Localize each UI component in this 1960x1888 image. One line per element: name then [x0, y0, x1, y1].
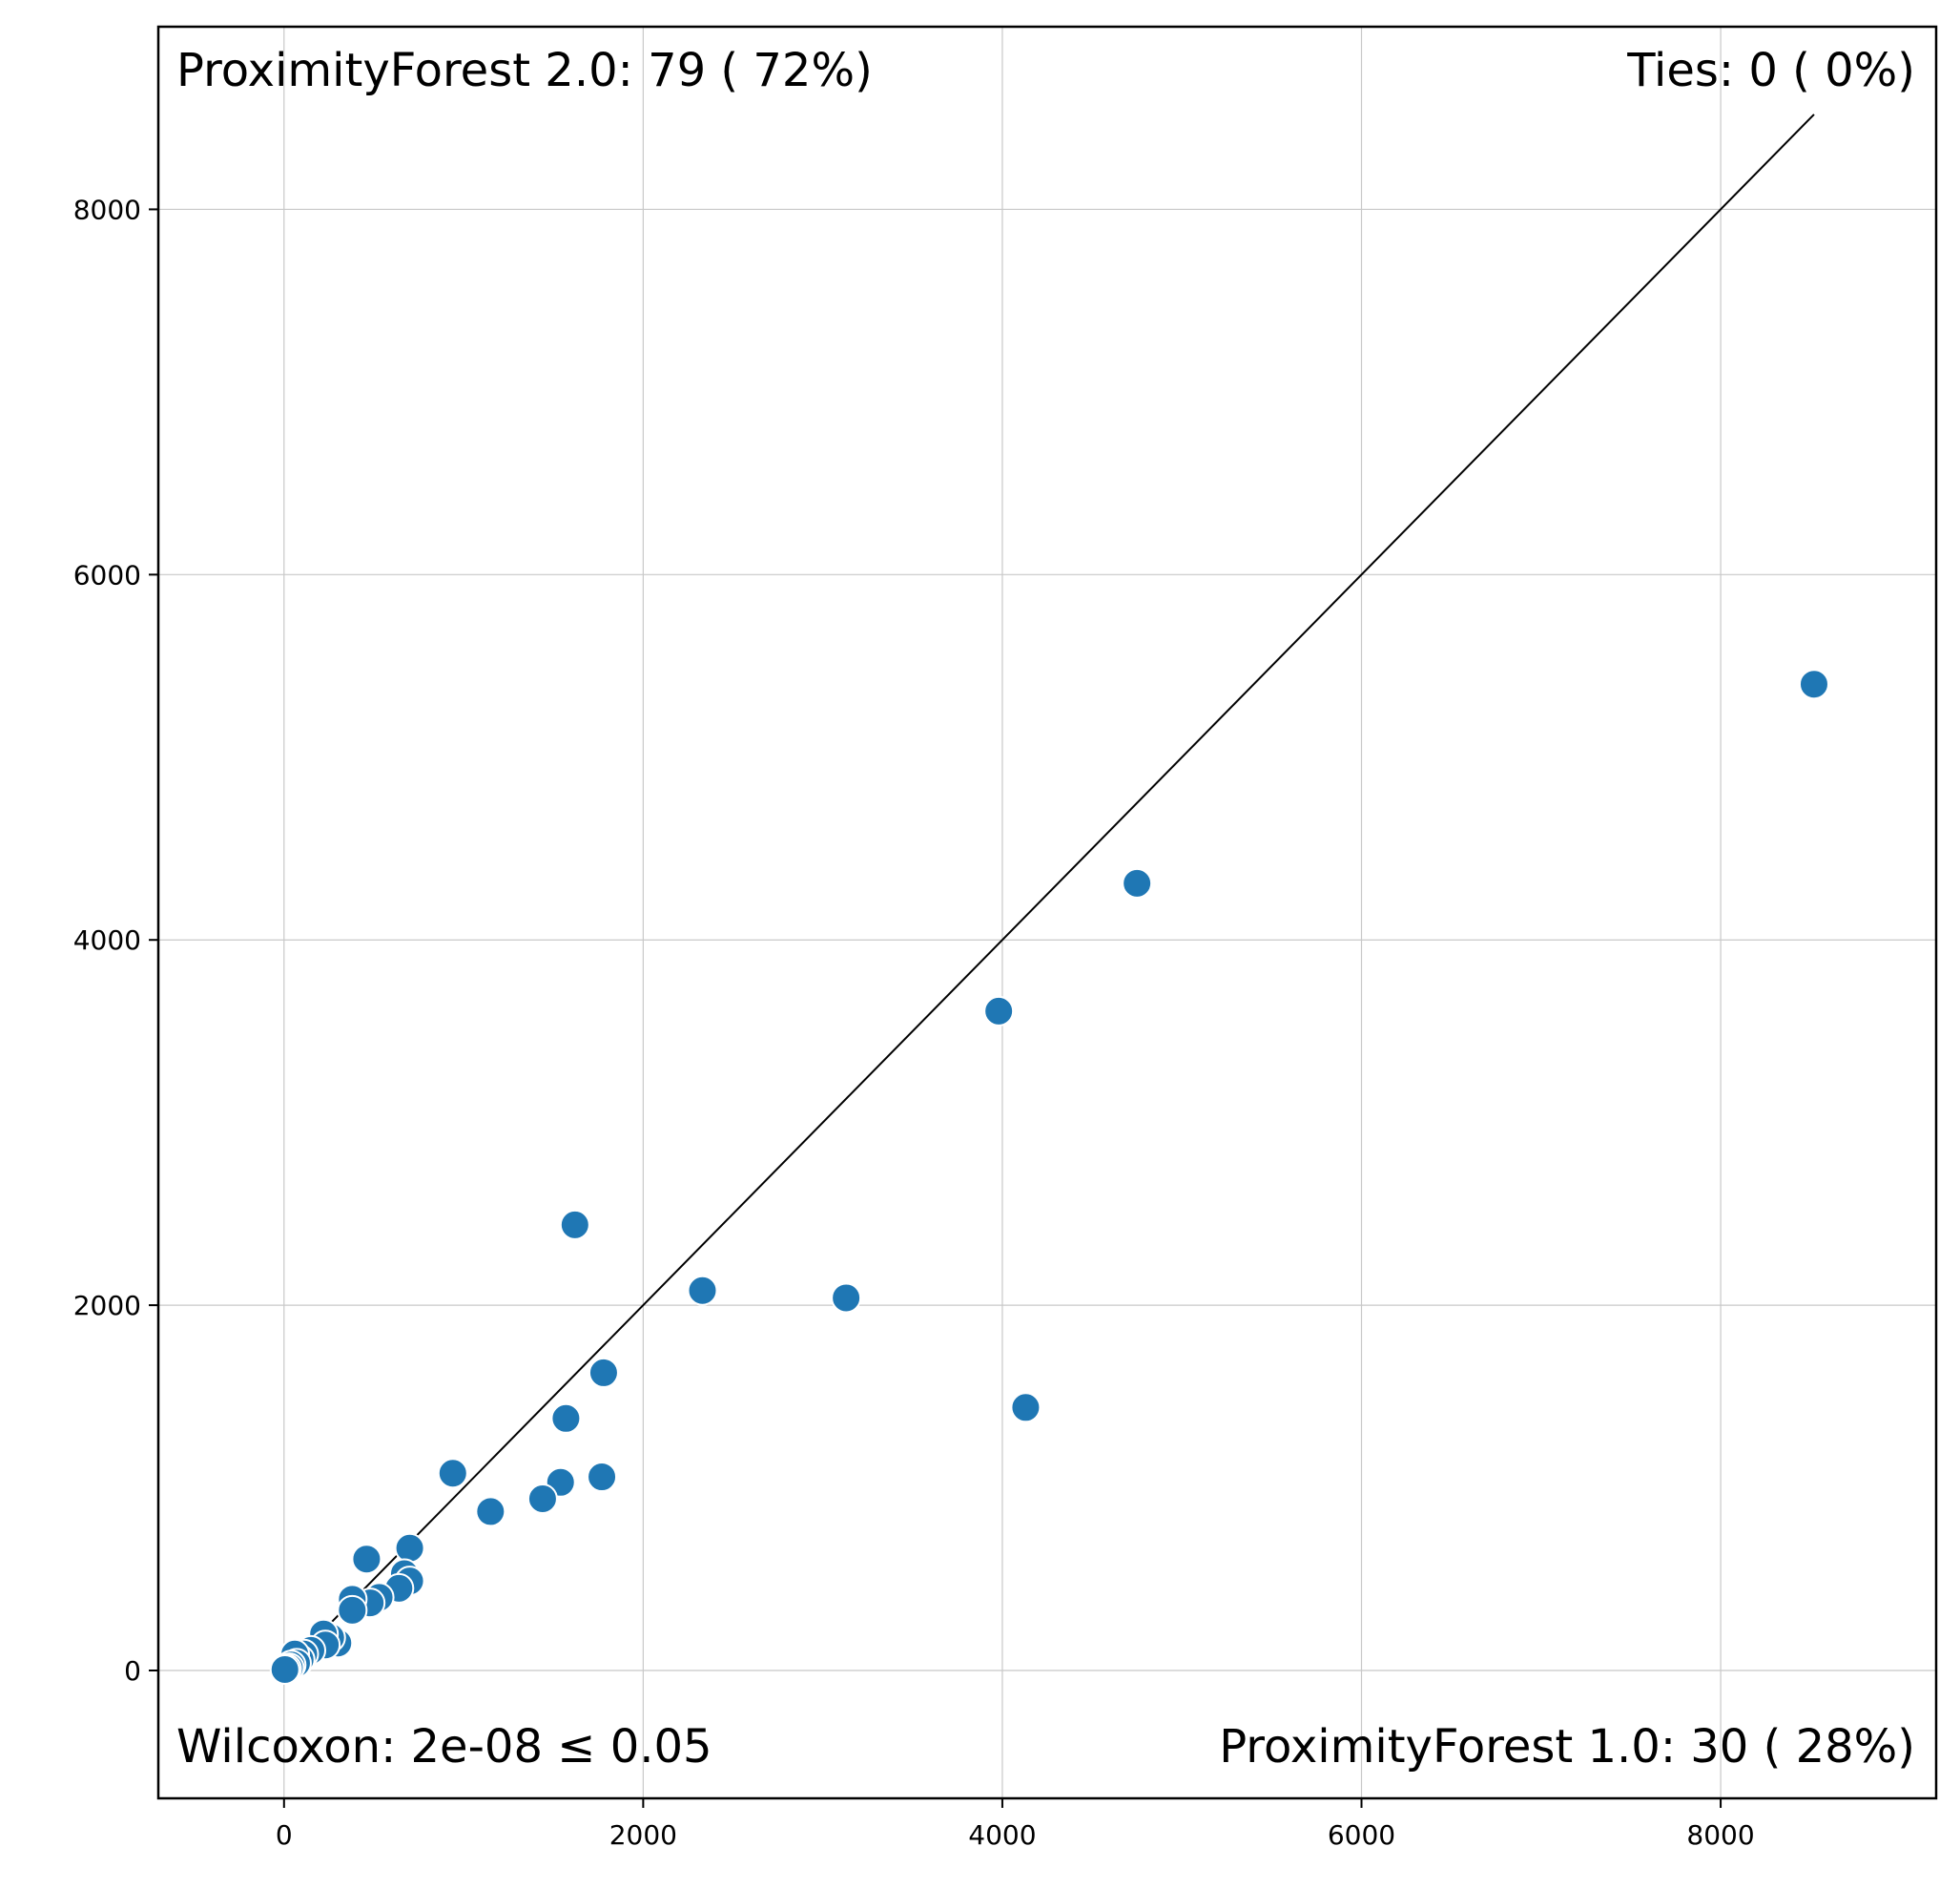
data-point	[1122, 867, 1153, 899]
annotation-top-left: ProximityForest 2.0: 79 ( 72%)	[176, 44, 873, 97]
y-tick-label: 8000	[73, 194, 141, 225]
annotation-bottom-right: ProximityForest 1.0: 30 ( 28%)	[1219, 1720, 1915, 1774]
x-tick-label: 0	[276, 1819, 293, 1851]
data-point	[1798, 669, 1829, 700]
diagonal-reference-line	[283, 114, 1815, 1671]
data-point	[351, 1544, 382, 1575]
data-point	[550, 1402, 582, 1434]
x-tick-label: 2000	[609, 1819, 677, 1851]
y-tick-label: 0	[124, 1655, 141, 1687]
data-point	[687, 1275, 718, 1306]
plot-frame	[156, 25, 1938, 1800]
data-point	[831, 1282, 862, 1314]
data-point	[588, 1357, 619, 1388]
y-tick-label: 6000	[73, 559, 141, 591]
x-tick-label: 8000	[1686, 1819, 1754, 1851]
y-tick-label: 4000	[73, 924, 141, 956]
data-point	[437, 1458, 468, 1489]
axis-ticks: 0 2000 4000 6000 8000 0 2000 4000 6000 8000	[73, 194, 1755, 1851]
data-points	[269, 669, 1829, 1686]
data-point	[983, 995, 1015, 1027]
x-tick-label: 4000	[968, 1819, 1036, 1851]
annotation-top-right: Ties: 0 ( 0%)	[1626, 44, 1915, 97]
data-point	[394, 1532, 425, 1564]
data-point	[559, 1209, 590, 1240]
data-point	[587, 1462, 618, 1493]
data-point	[269, 1654, 300, 1686]
data-point	[526, 1483, 558, 1515]
x-tick-label: 6000	[1328, 1819, 1395, 1851]
data-point	[1010, 1392, 1042, 1423]
data-point	[337, 1594, 368, 1626]
annotation-bottom-left: Wilcoxon: 2e-08 ≤ 0.05	[176, 1720, 712, 1774]
grid-lines	[158, 27, 1936, 1798]
data-point	[475, 1496, 506, 1527]
y-tick-label: 2000	[73, 1290, 141, 1321]
